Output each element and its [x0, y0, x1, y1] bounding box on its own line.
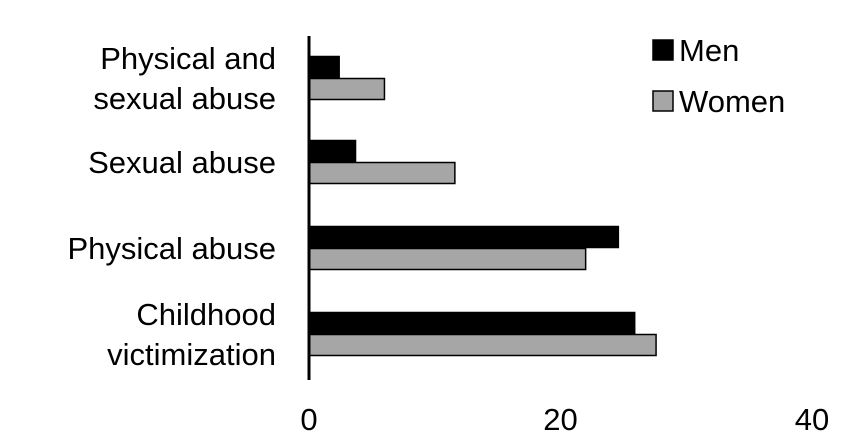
category-label: Physical and	[100, 41, 276, 76]
bar-men-2	[308, 225, 620, 249]
bars	[308, 55, 657, 357]
category-label: victimization	[107, 337, 276, 372]
category-label: sexual abuse	[93, 81, 276, 116]
legend: Men Women	[652, 33, 785, 119]
category-label: Sexual abuse	[88, 145, 276, 180]
legend-label-women: Women	[679, 84, 785, 119]
x-tick-label: 40	[795, 402, 829, 437]
category-label: Childhood	[136, 297, 276, 332]
legend-swatch-women	[652, 90, 674, 112]
x-tick-label: 20	[543, 402, 577, 437]
x-tick-labels: 0 20 40	[300, 402, 829, 437]
bar-women-3	[308, 333, 657, 357]
bar-men-3	[308, 311, 636, 335]
bar-men-1	[308, 139, 357, 163]
bar-women-2	[308, 247, 587, 271]
legend-label-men: Men	[679, 33, 739, 68]
category-label: Physical abuse	[67, 231, 276, 266]
bar-women-0	[308, 77, 386, 101]
x-tick-label: 0	[300, 402, 317, 437]
bar-men-0	[308, 55, 340, 79]
category-labels: Physical and sexual abuse Sexual abuse Phys…	[67, 41, 276, 372]
bar-women-1	[308, 161, 456, 185]
legend-swatch-men	[652, 39, 674, 61]
